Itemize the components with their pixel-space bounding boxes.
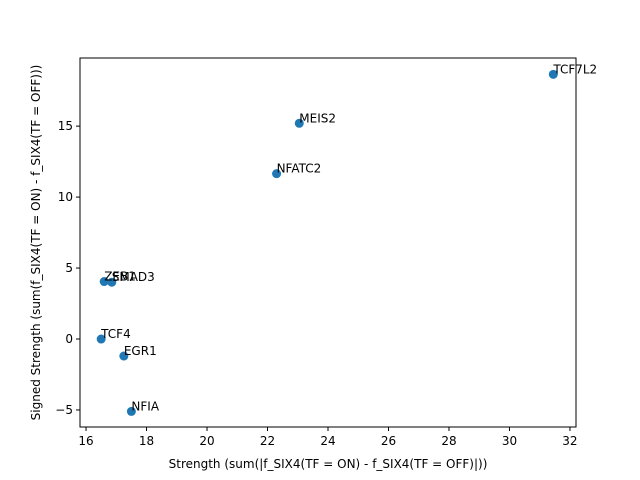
- y-tick-label: 5: [65, 261, 73, 275]
- x-tick-label: 32: [562, 434, 577, 448]
- x-tick-label: 30: [502, 434, 517, 448]
- point-label-egr1: EGR1: [124, 344, 157, 358]
- point-label-nfatc2: NFATC2: [277, 162, 322, 176]
- x-axis-title: Strength (sum(|f_SIX4(TF = ON) - f_SIX4(…: [169, 457, 488, 471]
- data-point-nfia: [126, 406, 136, 416]
- x-tick-label: 24: [320, 434, 335, 448]
- point-label-meis2: MEIS2: [299, 111, 336, 125]
- point-label-tcf4: TCF4: [100, 327, 131, 341]
- data-point-smad3: [107, 277, 117, 287]
- y-tick-label: −5: [55, 403, 73, 417]
- x-tick-label: 16: [78, 434, 93, 448]
- y-tick-label: 10: [58, 190, 73, 204]
- data-point-nfatc2: [272, 169, 282, 179]
- point-label-nfia: NFIA: [131, 399, 159, 413]
- point-label-smad3: SMAD3: [112, 270, 155, 284]
- plot-frame: [79, 57, 577, 428]
- point-label-tcf7l2: TCF7L2: [552, 62, 597, 76]
- data-point-meis2: [294, 118, 304, 128]
- x-tick-label: 18: [139, 434, 154, 448]
- point-label-zeb1: ZEB1: [104, 270, 136, 284]
- data-point-tcf7l2: [548, 69, 558, 79]
- x-tick-label: 20: [199, 434, 214, 448]
- axis-ticks: 16 18 20 22 24 26 28 30 32 −5 0 5 10 15: [55, 119, 577, 448]
- data-points: [96, 69, 558, 416]
- data-point-egr1: [119, 351, 129, 361]
- x-tick-label: 26: [381, 434, 396, 448]
- y-tick-label: 0: [65, 332, 73, 346]
- y-tick-label: 15: [58, 119, 73, 133]
- x-tick-label: 28: [441, 434, 456, 448]
- data-point-zeb1: [99, 277, 109, 287]
- data-point-tcf4: [96, 334, 106, 344]
- x-tick-label: 22: [260, 434, 275, 448]
- y-axis-title: Signed Strength (sum(f_SIX4(TF = ON) - f…: [29, 65, 43, 421]
